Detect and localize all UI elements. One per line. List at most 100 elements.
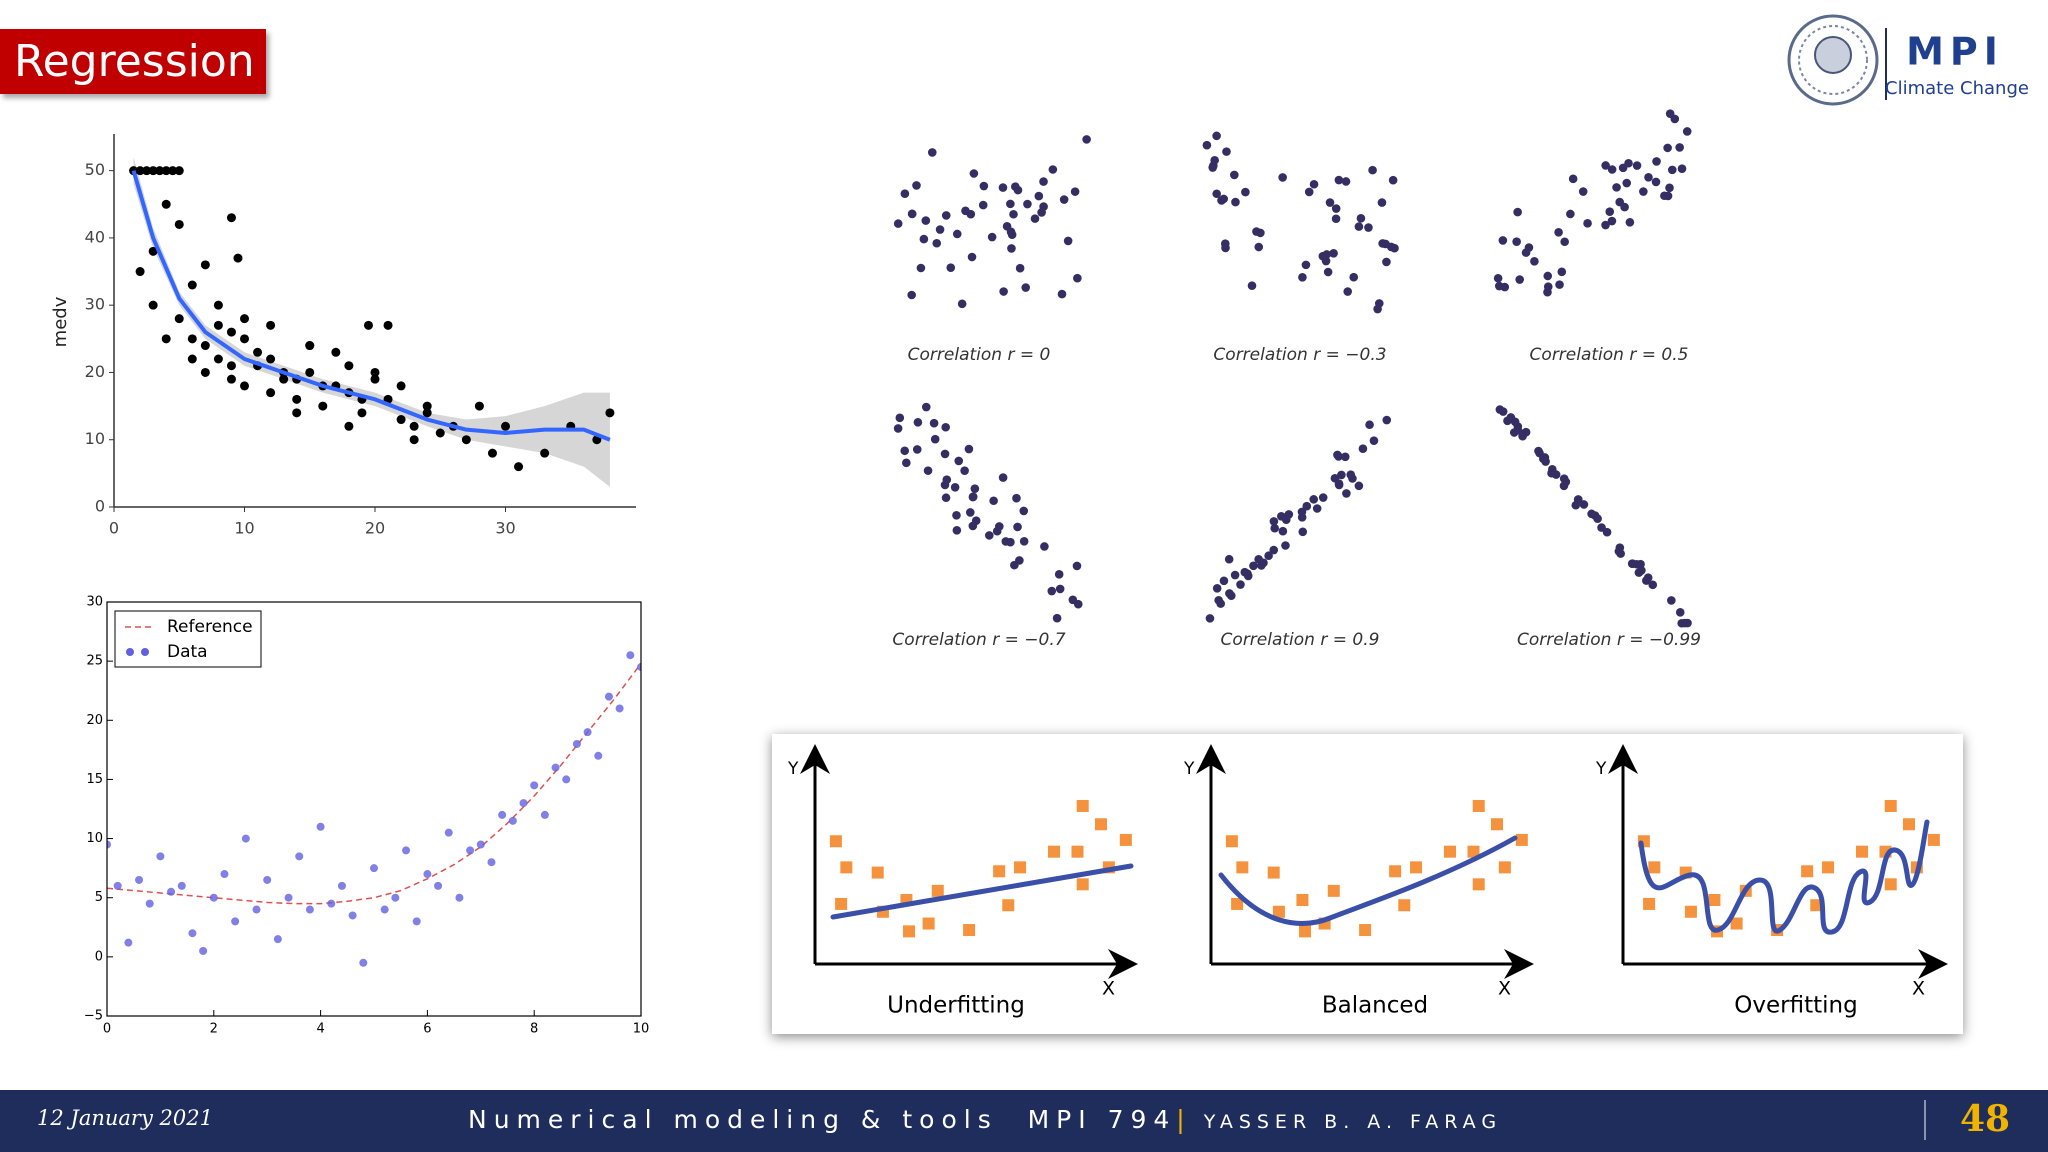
illustration-point [1620,202,1629,212]
illustration-point [1555,280,1564,289]
illustration-point [952,229,962,239]
illustration-point [1257,561,1266,570]
illustration-point [1443,845,1456,858]
data-point [327,899,336,908]
illustration-point [1548,465,1557,474]
data-point [135,166,145,176]
data-point [226,213,236,223]
data-point [240,381,249,391]
data-point [188,929,197,938]
illustration-point [1059,195,1069,204]
illustration-point [989,496,998,506]
illustration-point [1299,925,1312,938]
illustration-point [1072,561,1082,571]
fit-label: Underfitting [887,993,1025,1019]
data-point [434,881,443,890]
data-point [370,367,380,377]
data-point [396,415,406,425]
data-point [252,905,261,914]
illustration-point [1267,866,1280,879]
data-point [337,881,346,890]
data-point [359,958,368,967]
illustration-point [1624,158,1633,168]
illustration-point [1341,177,1351,186]
illustration-point [1055,584,1065,594]
data-point [292,408,302,418]
illustration-point [1822,861,1835,874]
illustration-point [1494,281,1504,291]
illustration-point [1119,833,1132,846]
illustration-point [1382,415,1392,425]
illustration-point [1578,187,1588,196]
illustration-point [946,263,956,272]
illustration-point [932,238,942,248]
illustration-point [1498,236,1508,245]
data-point [187,334,197,344]
data-point [487,448,497,458]
illustration-point [1605,207,1615,216]
illustration-point [1342,489,1351,498]
smooth-line [131,170,611,442]
data-point [605,408,615,418]
illustration-point [1644,173,1653,182]
illustration-point [1388,175,1398,185]
data-point [174,166,184,176]
page-number: 48 [1960,1098,2011,1140]
illustration-point [1095,818,1108,831]
illustration-point [993,865,1006,878]
illustration-point [1010,182,1020,191]
illustration-point [1327,884,1340,897]
illustration-point [1013,522,1022,532]
fit-curve [1638,819,1930,935]
axis-letter: Y [1595,759,1607,779]
illustration-point [1643,573,1653,583]
data-point [461,435,471,445]
illustration-point [961,206,970,216]
illustration-point [1006,227,1016,237]
illustration-point [998,473,1008,482]
illustration-point [1225,835,1238,848]
illustration-point [1365,420,1374,430]
slide-graphics: MPI Climate Change Y X Underfitting Y X Balan… [50,14,2029,1037]
illustration-point [1708,894,1721,907]
data-point [161,334,171,344]
illustration-point [1410,861,1423,874]
data-point [422,401,432,411]
illustration-point [1515,275,1524,284]
illustration-point [1052,613,1062,623]
illustration-point [1601,161,1610,170]
fit-label: Overfitting [1734,993,1857,1019]
illustration-point [1309,495,1319,504]
illustration-point [1231,197,1240,207]
data-point [279,374,289,384]
data-point [594,751,603,760]
illustration-point [942,475,952,485]
data-point [240,314,249,324]
data-point [474,401,484,411]
data-point [177,881,186,890]
data-point [273,935,282,944]
illustration-point [1663,143,1672,153]
illustration-point [1521,427,1531,437]
illustration-point [921,402,931,412]
illustration-point [1252,227,1261,236]
illustration-point [1343,287,1353,296]
illustration-point [1030,214,1040,223]
illustration-point [1665,183,1674,193]
illustration-point [1593,514,1602,523]
data-point [540,810,549,819]
data-point [200,341,210,351]
illustration-point [1302,501,1312,511]
illustration-point [893,424,903,433]
illustration-point [1048,165,1058,174]
illustration-point [978,200,988,210]
illustration-point [1278,173,1287,182]
illustration-point [1855,845,1868,858]
illustration-point [940,449,950,459]
illustration-point [1010,560,1019,570]
illustration-point [1002,899,1015,912]
illustration-point [1309,179,1319,189]
illustration-point [979,181,989,191]
illustration-point [900,189,910,198]
footer-date: 12 January 2021 [37,1106,213,1130]
